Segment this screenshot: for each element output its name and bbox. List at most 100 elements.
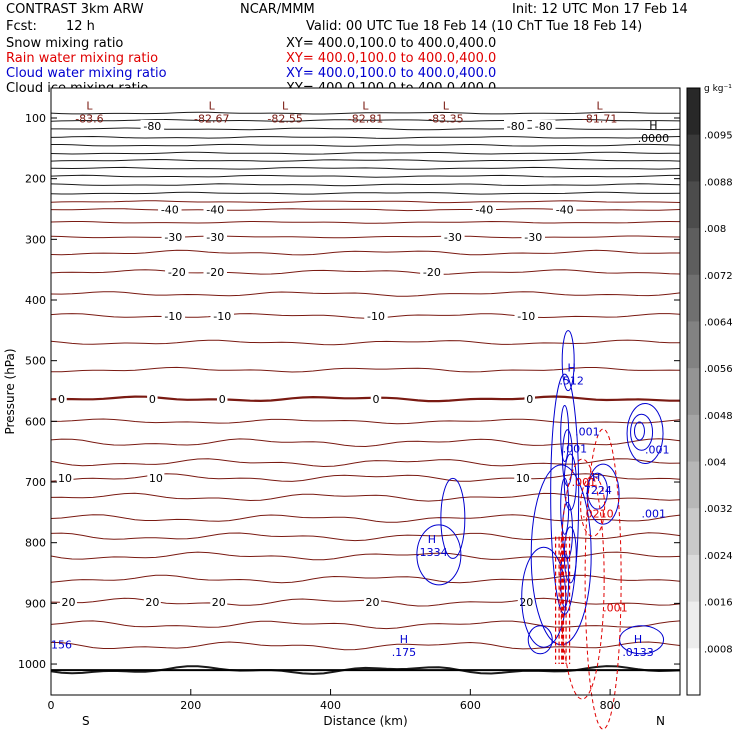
extremum-value: -81.71 <box>582 113 617 126</box>
colorbar-tick-label: .0072 <box>704 271 733 282</box>
isotherm-line <box>50 174 680 178</box>
contour-label-bg <box>165 266 189 279</box>
contour-label-bg <box>420 266 444 279</box>
low-marker: L <box>282 100 289 113</box>
contour-label-bg <box>363 596 381 609</box>
isotherm-line <box>50 158 681 162</box>
colorbar-tick-label: .008 <box>704 224 726 235</box>
colorbar-tick-label: .0056 <box>704 364 733 375</box>
isotherm-line <box>50 135 681 139</box>
colorbar-segment <box>687 414 700 463</box>
isotherm-line <box>50 514 681 523</box>
extremum-value: .0133 <box>622 646 654 659</box>
low-marker: L <box>86 100 93 113</box>
contour-label-bg <box>521 230 545 243</box>
contour-label: -40 <box>206 204 224 217</box>
contour-label-bg <box>59 596 77 609</box>
isotherm-line <box>50 249 680 256</box>
cloud-water-contour <box>560 477 570 535</box>
colorbar-frame <box>686 87 701 696</box>
mixing-ratio-label: .001 <box>603 602 628 615</box>
contour-label-bg <box>210 596 228 609</box>
isotherm-line <box>51 143 681 147</box>
plot-area <box>51 88 680 695</box>
contour-label-bg <box>472 203 497 216</box>
colorbar-tick-label: .0024 <box>704 551 733 562</box>
isotherm-line <box>50 339 681 346</box>
contour-label: -30 <box>164 231 182 244</box>
cloud-water-contour <box>633 421 645 441</box>
contour-label: -30 <box>444 231 462 244</box>
contour-label: -40 <box>161 204 179 217</box>
north-label: N <box>656 714 665 728</box>
low-marker: L <box>443 100 450 113</box>
rain-water-contour <box>559 458 605 700</box>
contour-label: -10 <box>517 310 535 323</box>
contour-label: -20 <box>206 266 224 279</box>
cloud-water-contour <box>440 477 466 559</box>
legend-snow-xy: XY= 400.0,100.0 to 400.0,400.0 <box>286 36 497 51</box>
mixing-ratio-label: .0210 <box>582 508 614 521</box>
x-tick-label: 200 <box>180 699 201 712</box>
extremum-value: -82.67 <box>194 113 229 126</box>
y-tick-label: 100 <box>25 112 46 125</box>
isotherm-line <box>50 438 681 448</box>
isotherm-line <box>50 418 681 425</box>
contour-label: -20 <box>423 266 441 279</box>
legend-cloud-water-xy: XY= 400.0,100.0 to 400.0,400.0 <box>286 66 497 81</box>
contour-label: 0 <box>372 393 379 406</box>
contour-label: 20 <box>519 596 533 609</box>
extremum-value: -83.6 <box>75 113 103 126</box>
high-marker: H <box>592 471 600 484</box>
contour-label: 20 <box>212 596 226 609</box>
isotherm-line <box>50 291 681 297</box>
mixing-ratio-label: .001 <box>575 426 600 439</box>
contour-label-bg <box>56 471 74 484</box>
contour-label: -30 <box>206 231 224 244</box>
legend-snow-label: Snow mixing ratio <box>6 36 124 51</box>
cloud-water-contour <box>587 472 609 510</box>
low-marker: L <box>597 100 604 113</box>
cloud-water-contour <box>619 625 665 655</box>
mixing-ratio-label: .001 <box>645 443 670 456</box>
contour-label-bg <box>140 119 165 132</box>
contour-label: -80 <box>143 120 161 133</box>
contour-label-bg <box>370 392 382 405</box>
cloud-water-contour <box>527 625 553 655</box>
contour-label-bg <box>552 203 577 216</box>
y-tick-label: 300 <box>25 233 46 246</box>
extremum-value: .512 <box>559 375 584 388</box>
legend-rain-label: Rain water mixing ratio <box>6 51 159 66</box>
isotherm-line <box>50 269 681 275</box>
contour-label-bg <box>203 203 227 216</box>
colorbar-tick-label: .0008 <box>704 644 733 655</box>
colorbar-tick-label: .0048 <box>704 411 733 422</box>
contour-label: -10 <box>367 310 385 323</box>
y-tick-label: 900 <box>25 597 46 610</box>
contour-label: -40 <box>475 204 493 217</box>
init-time: Init: 12 UTC Mon 17 Feb 14 <box>512 2 688 17</box>
contour-label: -40 <box>556 204 574 217</box>
mixing-ratio-label: 156 <box>51 639 72 652</box>
contour-label-bg <box>531 119 556 132</box>
legend-cloud-water-label: Cloud water mixing ratio <box>6 66 167 81</box>
contour-label: -10 <box>164 310 182 323</box>
isotherm-line <box>50 151 680 155</box>
colorbar-segment <box>687 368 700 416</box>
contour-label: 0 <box>526 393 533 406</box>
organization: NCAR/MMM <box>240 2 315 17</box>
extremum-value: .7224 <box>580 484 612 497</box>
x-tick-label: 600 <box>460 699 481 712</box>
plot-frame <box>50 87 681 696</box>
contour-label: 0 <box>149 393 156 406</box>
isotherm-line <box>50 111 681 115</box>
contour-label-bg <box>161 230 186 243</box>
forecast-label: Fcst: <box>6 19 37 34</box>
south-label: S <box>82 714 90 728</box>
cloud-water-contour <box>561 330 575 392</box>
low-marker: L <box>362 100 369 113</box>
isotherm-line <box>50 366 681 373</box>
x-tick-label: 400 <box>320 699 341 712</box>
x-tick-label: 0 <box>48 699 55 712</box>
colorbar-tick-label: .0016 <box>704 598 733 609</box>
